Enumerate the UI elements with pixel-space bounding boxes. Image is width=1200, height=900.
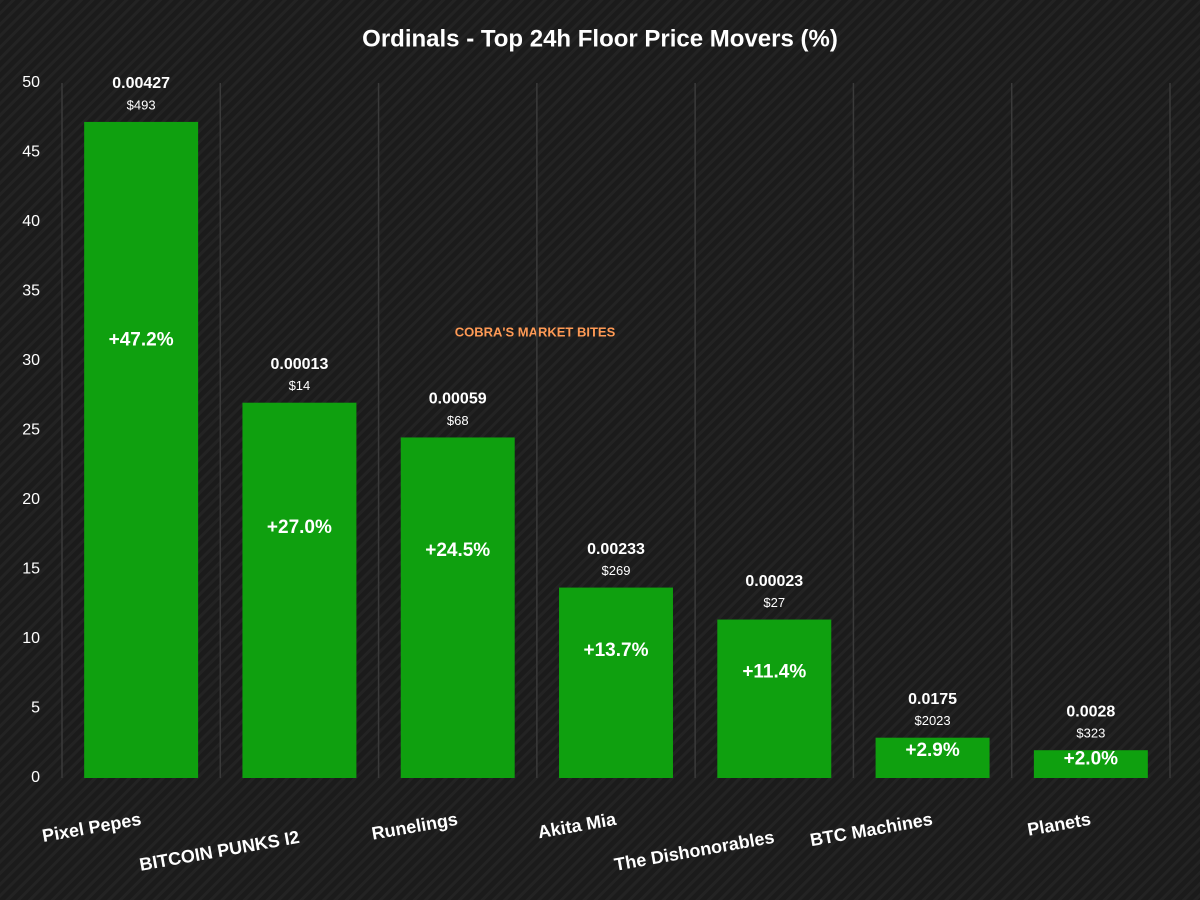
y-tick-label: 25 (22, 422, 40, 439)
usd-floor-label: $2023 (914, 713, 950, 728)
usd-floor-label: $27 (763, 595, 785, 610)
value-label: +13.7% (584, 640, 649, 661)
usd-floor-label: $269 (602, 563, 631, 578)
value-label: +27.0% (267, 517, 332, 538)
usd-floor-label: $14 (289, 378, 311, 393)
bar (400, 437, 515, 778)
bar (717, 619, 832, 778)
value-label: +47.2% (109, 330, 174, 351)
y-tick-label: 5 (31, 700, 40, 717)
value-label: +2.9% (905, 740, 960, 761)
usd-floor-label: $323 (1076, 726, 1105, 741)
bar (559, 587, 673, 778)
bar (1033, 750, 1148, 778)
bar (875, 737, 990, 778)
btc-floor-label: 0.00013 (271, 356, 329, 373)
btc-floor-label: 0.00233 (587, 541, 645, 558)
btc-floor-label: 0.00427 (112, 75, 170, 92)
y-tick-label: 30 (22, 352, 40, 369)
usd-floor-label: $68 (447, 413, 469, 428)
watermark: COBRA'S MARKET BITES (455, 324, 616, 339)
y-tick-label: 40 (22, 213, 40, 230)
y-tick-label: 15 (22, 561, 40, 578)
y-tick-label: 45 (22, 144, 40, 161)
value-label: +11.4% (742, 661, 806, 682)
y-tick-label: 35 (22, 283, 40, 300)
value-label: +24.5% (425, 540, 490, 561)
y-tick-label: 20 (22, 491, 40, 508)
bar (84, 121, 199, 779)
value-label: +2.0% (1064, 748, 1119, 769)
y-tick-label: 0 (31, 769, 40, 786)
y-tick-label: 10 (22, 630, 40, 647)
btc-floor-label: 0.00023 (745, 573, 803, 590)
btc-floor-label: 0.0028 (1066, 703, 1115, 720)
chart-title: Ordinals - Top 24h Floor Price Movers (%… (362, 25, 838, 52)
bar (242, 402, 357, 778)
y-tick-label: 50 (22, 74, 40, 91)
btc-floor-label: 0.00059 (429, 391, 487, 408)
btc-floor-label: 0.0175 (908, 691, 957, 708)
usd-floor-label: $493 (127, 97, 156, 112)
